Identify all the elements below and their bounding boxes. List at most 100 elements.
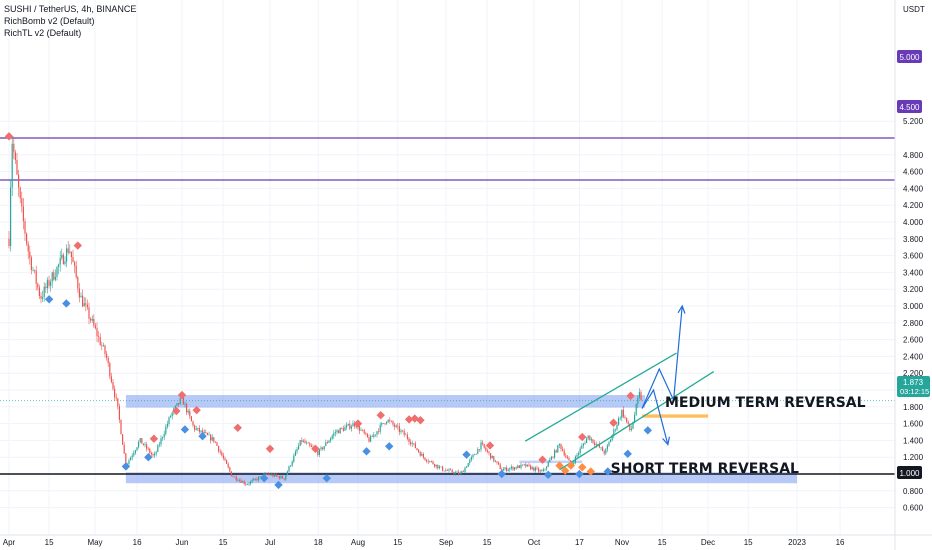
candle-body xyxy=(274,474,276,477)
time-tick-label: 16 xyxy=(133,538,142,547)
price-tick-label: 1.400 xyxy=(903,436,924,445)
price-tick-label: 1.800 xyxy=(903,403,924,412)
candle-body xyxy=(187,410,189,413)
candle-body xyxy=(336,430,338,433)
candle-body xyxy=(467,463,469,467)
price-tick-label: 3.400 xyxy=(903,268,924,277)
candle-body xyxy=(450,469,452,471)
orange-signal-marker xyxy=(561,466,570,475)
price-tick-label: 0.600 xyxy=(903,504,924,513)
candle-body xyxy=(510,466,512,469)
candle-body xyxy=(304,440,306,444)
candle-body xyxy=(203,432,205,434)
candle-body xyxy=(48,280,50,286)
candle-body xyxy=(421,453,423,456)
candle-body xyxy=(251,480,253,482)
candle-body xyxy=(504,467,506,470)
candle-body xyxy=(552,456,554,458)
candle-body xyxy=(200,430,202,432)
candle-body xyxy=(494,461,496,462)
candle-body xyxy=(547,462,549,467)
candle-body xyxy=(531,467,533,470)
candle-body xyxy=(272,474,274,477)
candle-body xyxy=(613,429,615,436)
candle-body xyxy=(234,476,236,478)
candle-body xyxy=(469,459,471,464)
candle-body xyxy=(302,440,304,442)
candle-body xyxy=(451,469,453,473)
buy-signal-marker xyxy=(623,449,632,459)
candle-body xyxy=(366,433,368,438)
candle-body xyxy=(362,429,364,431)
candle-body xyxy=(506,467,508,471)
candle-body xyxy=(360,429,362,431)
annotations: MEDIUM TERM REVERSAL SHORT TERM REVERSAL xyxy=(611,395,866,477)
candle-body xyxy=(141,438,143,444)
price-axis[interactable]: USDT 5.200 4.800 4.600 4.400 4.200 4.000 3.800… xyxy=(894,0,925,550)
time-tick-label: 15 xyxy=(219,538,228,547)
buy-signal-marker xyxy=(362,447,371,456)
candle-body xyxy=(125,453,127,467)
horizontal-lines xyxy=(0,137,895,475)
candle-body xyxy=(294,451,296,456)
candle-body xyxy=(278,476,280,479)
candle-body xyxy=(374,434,376,436)
sell-signal-marker xyxy=(265,444,275,453)
candle-body xyxy=(440,466,442,468)
time-tick-label: 2023 xyxy=(788,538,806,547)
candle-body xyxy=(349,423,351,429)
candle-body xyxy=(118,406,120,420)
price-tick-label: 2.600 xyxy=(903,336,924,345)
candle-body xyxy=(221,452,223,456)
buy-signal-marker xyxy=(198,432,207,441)
sell-signal-marker xyxy=(578,432,587,442)
candle-body xyxy=(102,345,104,347)
candle-body xyxy=(498,462,500,465)
candle-body xyxy=(88,307,90,319)
time-axis[interactable]: Apr 15 May 16 Jun 15 Jul 18 Aug 15 Sep 15 Oct 17 Nov 15… xyxy=(0,534,932,547)
candle-body xyxy=(222,455,224,459)
price-tick-label: 4.400 xyxy=(903,184,924,193)
candle-body xyxy=(354,423,356,427)
candle-body xyxy=(514,467,516,470)
candle-body xyxy=(594,442,596,446)
candle-body xyxy=(93,318,95,326)
candle-body xyxy=(542,469,544,472)
indicator-legend-richbomb[interactable]: RichBomb v2 (Default) xyxy=(4,16,95,26)
candle-body xyxy=(512,466,514,470)
candle-body xyxy=(376,431,378,435)
candle-body xyxy=(213,437,215,442)
candle-body xyxy=(150,452,152,455)
time-tick-label: 15 xyxy=(483,538,492,547)
candle-body xyxy=(216,442,218,446)
candle-body xyxy=(67,248,69,253)
candle-body xyxy=(483,444,485,448)
price-label-5000: 5.000 xyxy=(899,53,920,62)
time-tick-label: Dec xyxy=(701,538,715,547)
candle-body xyxy=(515,467,517,469)
candle-body xyxy=(16,160,18,175)
candle-body xyxy=(214,441,216,443)
price-zone xyxy=(125,472,797,484)
candle-body xyxy=(288,466,290,472)
candle-body xyxy=(384,423,386,424)
candle-body xyxy=(346,425,348,428)
candle-body xyxy=(595,444,597,446)
price-labels: 5.000 4.500 1.000 1.873 03:12:15 xyxy=(897,50,930,479)
price-tick-label: 0.800 xyxy=(903,487,924,496)
candle-body xyxy=(184,403,186,405)
candle-body xyxy=(208,434,210,436)
candle-body xyxy=(640,392,642,401)
candle-body xyxy=(210,434,212,441)
arrowhead-up xyxy=(677,304,686,314)
sell-signal-marker xyxy=(233,423,242,432)
chart-title[interactable]: SUSHI / TetherUS, 4h, BINANCE xyxy=(4,4,137,14)
candle-body xyxy=(456,471,458,473)
candle-body xyxy=(61,254,63,258)
candle-body xyxy=(205,432,207,433)
candle-body xyxy=(536,467,538,469)
indicator-legend-richtl[interactable]: RichTL v2 (Default) xyxy=(4,28,82,38)
candle-body xyxy=(309,443,311,446)
candle-body xyxy=(283,478,285,480)
